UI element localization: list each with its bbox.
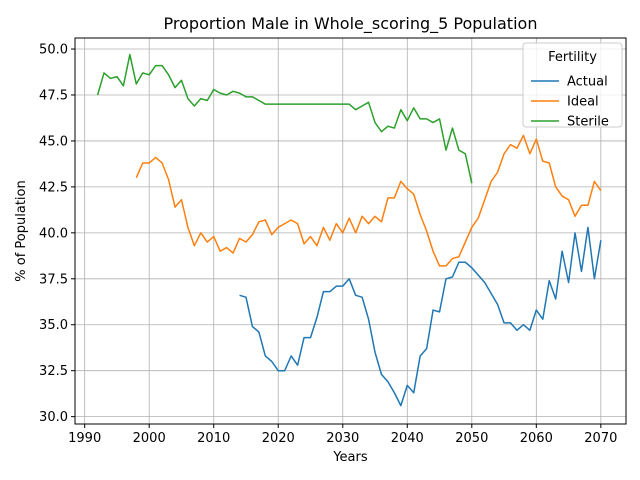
x-tick-label: 2050 [455, 431, 488, 446]
legend-label-actual: Actual [567, 75, 608, 90]
plot-frame [74, 37, 627, 425]
legend-label-ideal: Ideal [567, 95, 599, 110]
series-line-actual [239, 226, 602, 407]
x-tick-label: 1990 [68, 431, 101, 446]
y-tick-label: 30.0 [39, 410, 68, 425]
x-tick-label: 2010 [197, 431, 230, 446]
x-tick-label: 2030 [326, 431, 359, 446]
y-tick-label: 32.5 [39, 364, 68, 379]
y-axis-label: % of Population [14, 180, 29, 281]
x-axis-label: Years [332, 450, 368, 465]
x-tick-label: 2060 [520, 431, 553, 446]
y-tick-label: 47.5 [39, 88, 68, 103]
legend-box [522, 42, 623, 128]
legend-label-sterile: Sterile [567, 115, 609, 130]
x-tick-label: 2000 [133, 431, 166, 446]
series-line-sterile [96, 53, 473, 184]
y-tick-label: 35.0 [39, 318, 68, 333]
x-tick-label: 2020 [262, 431, 295, 446]
x-tick-label: 2070 [584, 431, 617, 446]
y-tick-label: 42.5 [39, 180, 68, 195]
x-tick-label: 2040 [391, 431, 424, 446]
y-tick-label: 45.0 [39, 134, 68, 149]
legend-title: Fertility [548, 50, 597, 65]
y-tick-label: 37.5 [39, 272, 68, 287]
y-tick-label: 50.0 [39, 43, 68, 58]
y-axis: 30.0 32.5 35.0 37.5 40.0 42.5 45.0 47.5 50.0 [39, 43, 75, 425]
legend: Fertility Actual Ideal Sterile [522, 42, 623, 130]
x-axis: 1990 2000 2010 2020 2030 2040 2050 2060 2070 [68, 424, 617, 446]
series-layer [96, 53, 602, 407]
chart-title: Proportion Male in Whole_scoring_5 Popul… [164, 14, 538, 34]
y-tick-label: 40.0 [39, 226, 68, 241]
series-line-ideal [135, 134, 602, 267]
